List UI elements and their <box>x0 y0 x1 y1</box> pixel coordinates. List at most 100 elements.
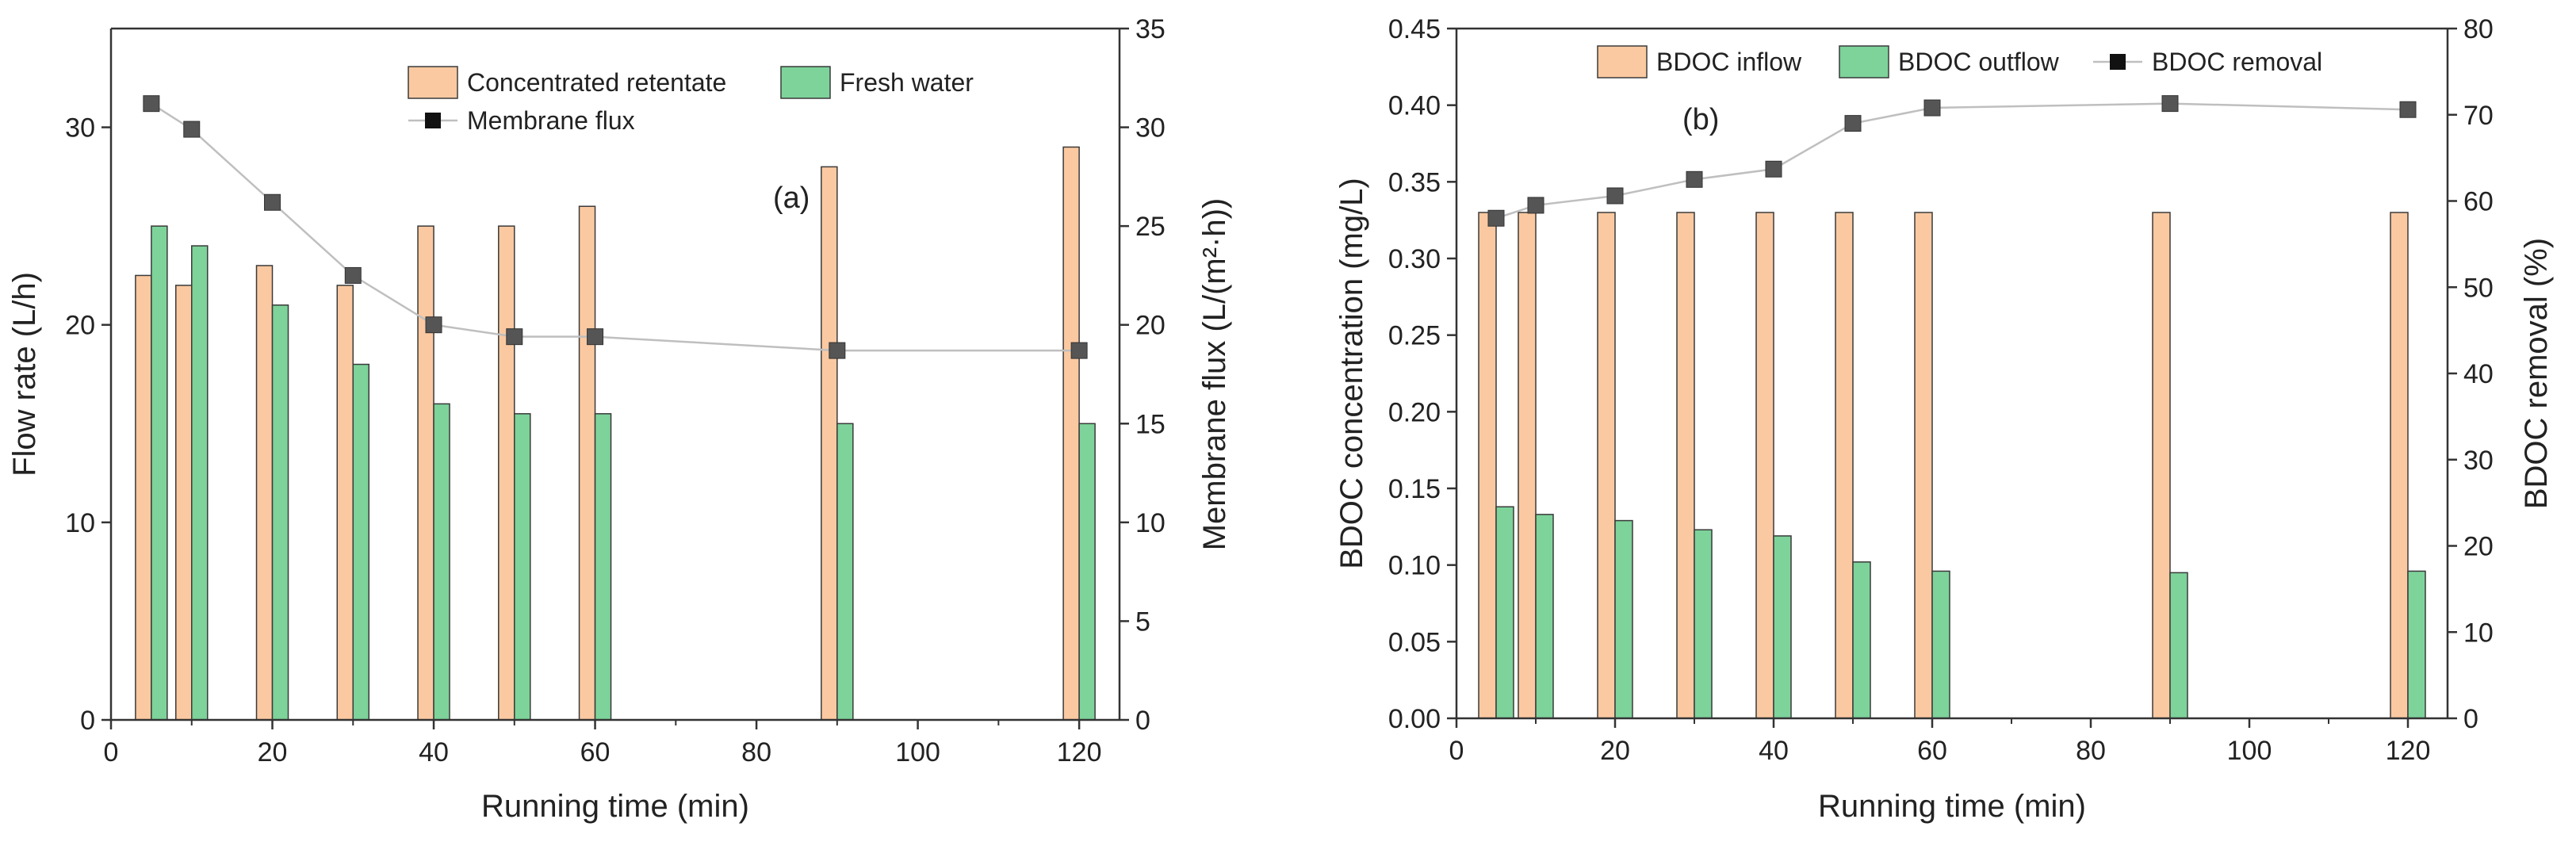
y-tick-label-b-4: 0.20 <box>1388 397 1441 427</box>
legend-label-b-line: BDOC removal <box>2152 48 2322 76</box>
bar-b-first-5 <box>1835 212 1854 719</box>
bar-a-first-3 <box>336 285 354 721</box>
bar-a-first-5 <box>498 225 515 721</box>
x-tick-label-b-3: 60 <box>1917 736 1947 766</box>
chart-panel-b: 0 20 40 60 80 100 1200.000.050.100.150.200.250… <box>1334 14 2554 824</box>
legend-label-a-line: Membrane flux <box>467 106 635 135</box>
y-axis-title-a: Flow rate (L/h) <box>7 272 42 476</box>
y2-axis-title-a: Membrane flux (L/(m²·h)) <box>1197 198 1232 551</box>
y2-tick-label-a-4: 20 <box>1135 311 1166 341</box>
x-tick-label-b-4: 80 <box>2076 736 2106 766</box>
panel-label-b: (b) <box>1682 103 1719 136</box>
y2-tick-label-b-0: 0 <box>2463 704 2478 734</box>
marker-b-8 <box>2399 101 2417 118</box>
x-tick-label-a-4: 80 <box>741 737 771 767</box>
y2-tick-label-a-5: 25 <box>1135 212 1166 242</box>
bar-a-second-6 <box>594 413 612 721</box>
y-tick-label-b-8: 0.40 <box>1388 91 1441 121</box>
x-axis-title-a: Running time (min) <box>481 789 749 824</box>
y2-tick-label-a-7: 35 <box>1135 14 1166 44</box>
bar-a-first-8 <box>1062 146 1080 721</box>
bar-a-first-0 <box>135 274 152 721</box>
legend-swatch-a-first <box>408 66 458 99</box>
y-tick-label-b-6: 0.30 <box>1388 244 1441 274</box>
marker-b-3 <box>1686 170 1703 188</box>
y2-tick-label-b-8: 80 <box>2463 14 2494 44</box>
x-tick-label-a-5: 100 <box>895 737 940 767</box>
y-tick-label-a-1: 10 <box>65 508 95 538</box>
marker-b-5 <box>1844 115 1862 132</box>
marker-a-0 <box>143 95 160 113</box>
legend-swatch-b-first <box>1597 45 1648 78</box>
bar-a-second-5 <box>514 413 531 721</box>
bar-a-first-7 <box>821 166 838 721</box>
bar-b-first-7 <box>2152 212 2171 719</box>
marker-b-4 <box>1765 160 1782 178</box>
y2-tick-label-a-0: 0 <box>1135 706 1150 736</box>
x-tick-label-a-2: 40 <box>419 737 449 767</box>
bar-a-second-1 <box>191 245 209 721</box>
marker-a-1 <box>183 121 201 138</box>
bar-b-first-3 <box>1676 212 1695 719</box>
x-tick-label-a-6: 120 <box>1057 737 1102 767</box>
bar-b-first-1 <box>1518 212 1537 719</box>
bar-a-second-7 <box>836 423 854 721</box>
marker-b-2 <box>1606 187 1624 205</box>
y-tick-label-a-2: 20 <box>65 311 95 341</box>
y2-tick-label-b-4: 40 <box>2463 359 2494 389</box>
x-tick-label-b-2: 40 <box>1759 736 1789 766</box>
legend-label-a-second: Fresh water <box>840 68 974 97</box>
y-axis-title-b: BDOC concentration (mg/L) <box>1334 178 1369 569</box>
y2-axis-title-b: BDOC removal (%) <box>2519 238 2554 509</box>
line-a-series <box>151 102 1080 352</box>
bar-a-second-3 <box>352 363 370 721</box>
bar-b-first-4 <box>1755 212 1774 719</box>
marker-a-8 <box>1070 342 1088 359</box>
x-tick-label-a-0: 0 <box>104 737 119 767</box>
y-tick-label-b-9: 0.45 <box>1388 14 1441 44</box>
y-tick-label-b-5: 0.25 <box>1388 321 1441 351</box>
y2-tick-label-b-1: 10 <box>2463 618 2494 648</box>
marker-b-7 <box>2161 95 2179 113</box>
marker-a-5 <box>506 328 523 346</box>
bar-b-second-1 <box>1535 514 1554 719</box>
marker-b-1 <box>1527 197 1544 214</box>
marker-a-6 <box>587 328 604 346</box>
marker-a-7 <box>829 342 846 359</box>
bar-a-second-8 <box>1078 423 1096 721</box>
x-tick-label-a-1: 20 <box>258 737 288 767</box>
bar-b-second-6 <box>1931 570 1950 719</box>
legend-label-b-second: BDOC outflow <box>1898 48 2060 76</box>
legend-marker-b-line <box>2110 54 2126 70</box>
bar-a-first-6 <box>578 205 596 721</box>
chart-panel-a: 0 20 40 60 80 100 120 0 10 20 30 0 5 10 15 20 25 30 35 Runn… <box>7 14 1232 824</box>
legend-label-a-first: Concentrated retentate <box>467 68 726 97</box>
bar-b-second-0 <box>1495 506 1514 719</box>
y2-tick-label-b-7: 70 <box>2463 101 2494 131</box>
bar-b-first-0 <box>1478 212 1497 719</box>
bar-a-second-4 <box>433 403 450 721</box>
bar-b-second-8 <box>2407 570 2426 719</box>
bar-b-first-2 <box>1597 212 1616 719</box>
bar-a-first-4 <box>417 225 434 721</box>
y-tick-label-a-0: 0 <box>80 706 95 736</box>
y2-tick-label-a-2: 10 <box>1135 508 1166 538</box>
bar-b-second-5 <box>1852 561 1871 719</box>
y2-tick-label-a-3: 15 <box>1135 409 1166 439</box>
y2-tick-label-a-1: 5 <box>1135 607 1150 637</box>
legend-marker-a-line <box>425 113 441 128</box>
x-tick-label-b-0: 0 <box>1449 736 1464 766</box>
y-tick-label-b-3: 0.15 <box>1388 474 1441 504</box>
y-tick-label-a-3: 30 <box>65 113 95 144</box>
bar-b-second-2 <box>1614 519 1633 719</box>
x-tick-label-a-3: 60 <box>580 737 611 767</box>
bar-b-second-4 <box>1773 535 1792 719</box>
y2-tick-label-b-5: 50 <box>2463 273 2494 303</box>
marker-b-6 <box>1923 99 1941 117</box>
marker-a-3 <box>344 266 362 284</box>
legend-swatch-a-second <box>780 66 831 99</box>
legend-swatch-b-second <box>1839 45 1889 78</box>
x-tick-label-b-5: 100 <box>2227 736 2272 766</box>
y2-tick-label-b-6: 60 <box>2463 187 2494 217</box>
